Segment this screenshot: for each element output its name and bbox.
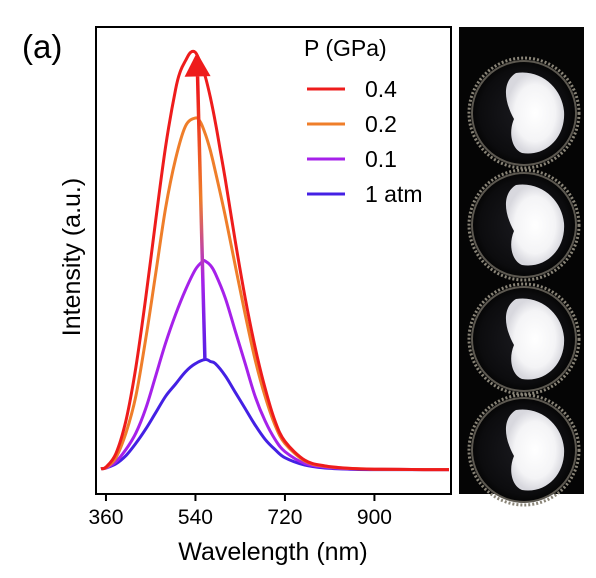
series-lines [100,49,450,472]
photo-2 [467,168,581,282]
x-tick-label-540: 540 [178,506,213,529]
x-axis-title: Wavelength (nm) [178,538,367,566]
legend-label-0.4: 0.4 [365,76,397,102]
photo-3 [467,282,581,396]
x-tick-label-720: 720 [267,506,302,529]
photo-4 [467,393,581,507]
y-axis-title: Intensity (a.u.) [58,178,86,336]
legend-label-0.2: 0.2 [365,111,397,137]
legend: 0.4 0.2 0.1 1 atm [307,76,423,207]
series-line-1-atm [100,357,449,472]
photo-1 [467,56,581,170]
arrow-head [184,52,211,77]
plot-frame [95,26,452,495]
peak-shift-arrow [184,52,211,360]
legend-label-1-atm: 1 atm [365,181,423,207]
x-tick-label-360: 360 [88,506,123,529]
legend-title: P (GPa) [304,35,387,61]
series-line-0.4 [100,49,450,472]
legend-label-0.1: 0.1 [365,146,397,172]
x-axis-ticks: 360 540 720 900 [88,494,392,529]
photo-panel [459,27,584,507]
arrow-shaft [195,76,207,360]
panel-label: (a) [22,28,62,65]
x-tick-label-900: 900 [357,506,392,529]
